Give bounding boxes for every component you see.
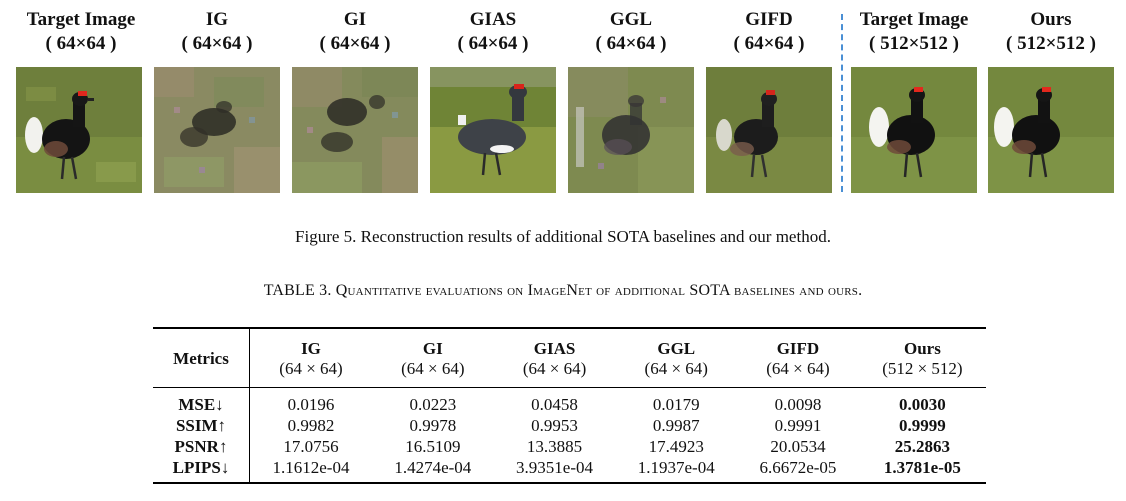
noisy-reconstruction-image (154, 67, 280, 193)
column-size: ( 64×64 ) (733, 33, 805, 54)
table-cell: 0.9987 (652, 416, 700, 435)
thumbnail-gias (430, 67, 556, 193)
thumbnail-gi (292, 67, 418, 193)
table-cell: 16.5109 (405, 437, 461, 456)
table-row: PSNR↑ 17.0756 16.5109 13.3885 17.4923 20… (153, 436, 986, 457)
table-caption-text: Quantitative evaluations on ImageNet of … (335, 282, 863, 299)
thumbnail-ig (154, 67, 280, 193)
column-size: ( 64×64 ) (457, 33, 529, 54)
method-size: (64 × 64) (522, 359, 587, 378)
results-table: Metrics IG (64 × 64) GI (64 × 64) GIAS (64 … (153, 327, 986, 484)
ggl-reconstruction-image (568, 67, 694, 193)
method-header: GIAS (64 × 64) (494, 328, 616, 388)
metrics-header: Metrics (153, 328, 250, 388)
table-cell-best: 1.3781e-05 (883, 458, 961, 477)
dashed-separator (841, 14, 843, 192)
method-name: Ours (903, 339, 941, 358)
column-title: Target Image (26, 9, 136, 30)
table-cell: 17.4923 (648, 437, 704, 456)
method-size: (512 × 512) (882, 359, 963, 378)
table-cell: 3.9351e-04 (516, 458, 594, 477)
figure-column-header: Target Image ( 512×512 ) (846, 8, 982, 56)
method-size: (64 × 64) (401, 359, 465, 378)
method-header: IG (64 × 64) (250, 328, 372, 388)
metric-label: PSNR↑ (153, 436, 250, 457)
column-size: ( 512×512 ) (869, 33, 959, 54)
table-cell: 1.1937e-04 (637, 458, 715, 477)
table-row: MSE↓ 0.0196 0.0223 0.0458 0.0179 0.0098 … (153, 387, 986, 415)
table-cell: 17.0756 (283, 437, 339, 456)
figure-column-header: Target Image ( 64×64 ) (8, 8, 154, 56)
table-caption: TABLE 3. Quantitative evaluations on Ima… (0, 282, 1126, 300)
column-title: Ours (1030, 9, 1072, 30)
noisy-reconstruction-image (292, 67, 418, 193)
table-cell: 0.9978 (409, 416, 457, 435)
column-size: ( 512×512 ) (1006, 33, 1096, 54)
column-title: GGL (609, 9, 653, 30)
figure-column-header: Ours ( 512×512 ) (986, 8, 1116, 56)
thumbnail-ours (988, 67, 1114, 193)
grouse-image (16, 67, 142, 193)
method-name: GIAS (533, 339, 576, 358)
gias-reconstruction-image (430, 67, 556, 193)
thumbnail-ggl (568, 67, 694, 193)
column-size: ( 64×64 ) (595, 33, 667, 54)
method-name: GGL (657, 339, 696, 358)
table-cell: 0.0196 (287, 395, 335, 414)
table-row: SSIM↑ 0.9982 0.9978 0.9953 0.9987 0.9991… (153, 415, 986, 436)
table-cell: 1.1612e-04 (272, 458, 350, 477)
table-cell: 0.9982 (287, 416, 335, 435)
table-cell: 6.6672e-05 (759, 458, 837, 477)
column-title: GI (343, 9, 367, 30)
column-size: ( 64×64 ) (319, 33, 391, 54)
column-size: ( 64×64 ) (45, 33, 117, 54)
table-cell-best: 0.9999 (899, 416, 946, 435)
table-cell: 13.3885 (526, 437, 583, 456)
method-name: IG (301, 339, 321, 358)
table-caption-prefix: TABLE 3. (263, 282, 336, 299)
method-size: (64 × 64) (766, 359, 830, 378)
thumbnail-target-512 (851, 67, 977, 193)
table-row: LPIPS↓ 1.1612e-04 1.4274e-04 3.9351e-04 … (153, 457, 986, 483)
table-cell: 0.0179 (652, 395, 700, 414)
column-title: IG (205, 9, 229, 30)
grouse-image (851, 67, 977, 193)
figure-column-header: GGL ( 64×64 ) (568, 8, 694, 56)
figure-column-header: IG ( 64×64 ) (154, 8, 280, 56)
table-cell: 0.9953 (531, 416, 578, 435)
table-cell: 0.0098 (774, 395, 822, 414)
column-size: ( 64×64 ) (181, 33, 253, 54)
table-cell: 0.9991 (774, 416, 822, 435)
method-header: Ours (512 × 512) (859, 328, 986, 388)
method-header: GI (64 × 64) (372, 328, 494, 388)
figure-column-header: GIAS ( 64×64 ) (430, 8, 556, 56)
thumbnail-gifd (706, 67, 832, 193)
thumbnail-target-64 (16, 67, 142, 193)
table-cell: 0.0223 (409, 395, 457, 414)
method-header: GGL (64 × 64) (615, 328, 737, 388)
figure-caption: Figure 5. Reconstruction results of addi… (295, 227, 831, 246)
table-cell: 1.4274e-04 (394, 458, 472, 477)
figure-column-header: GIFD ( 64×64 ) (706, 8, 832, 56)
metric-label: LPIPS↓ (153, 457, 250, 483)
grouse-image (988, 67, 1114, 193)
table-cell-best: 0.0030 (899, 395, 946, 414)
table-cell-best: 25.2863 (894, 437, 951, 456)
table-cell: 0.0458 (531, 395, 578, 414)
method-size: (64 × 64) (279, 359, 343, 378)
column-title: Target Image (859, 9, 969, 30)
metric-label: MSE↓ (153, 387, 250, 415)
method-name: GI (422, 339, 443, 358)
gifd-reconstruction-image (706, 67, 832, 193)
figure-column-header: GI ( 64×64 ) (292, 8, 418, 56)
method-name: GIFD (776, 339, 820, 358)
metric-label: SSIM↑ (153, 415, 250, 436)
method-size: (64 × 64) (644, 359, 708, 378)
table-cell: 20.0534 (770, 437, 826, 456)
column-title: GIAS (469, 9, 517, 30)
column-title: GIFD (745, 9, 793, 30)
method-header: GIFD (64 × 64) (737, 328, 859, 388)
table-header-row: Metrics IG (64 × 64) GI (64 × 64) GIAS (64 … (153, 328, 986, 388)
